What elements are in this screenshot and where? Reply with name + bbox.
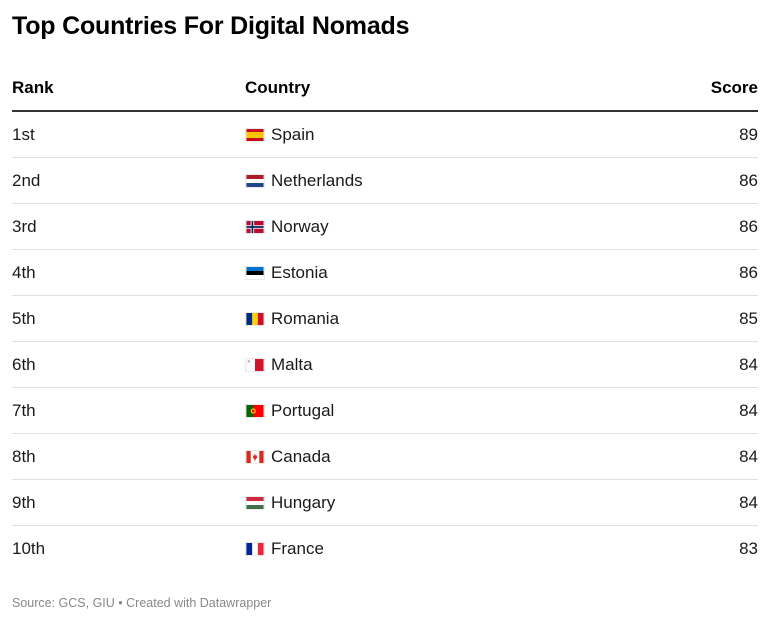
flag-portugal-icon [245,403,265,418]
table-row: 4th Estonia 86 [12,249,758,296]
country-name: Estonia [271,262,328,282]
table-row: 6th Malta 84 [12,341,758,388]
country-name: Canada [271,446,331,466]
source-footer: Source: GCS, GIU • Created with Datawrap… [12,596,272,610]
rank-cell: 1st [12,111,245,158]
flag-hungary-icon [245,495,265,510]
score-cell: 84 [611,479,758,526]
score-cell: 86 [611,203,758,250]
score-cell: 86 [611,249,758,296]
country-name: Norway [271,216,329,236]
score-cell: 84 [611,387,758,434]
country-name: Hungary [271,492,336,512]
country-cell: Norway [245,203,612,250]
score-cell: 86 [611,157,758,204]
score-cell: 84 [611,433,758,480]
country-name: Spain [271,124,315,144]
ranking-table: Rank Country Score 1st Spain 89 2nd Netherla… [12,66,758,571]
flag-romania-icon [245,311,265,326]
table-header-row: Rank Country Score [12,66,758,112]
country-cell: Estonia [245,249,612,296]
country-name: Romania [271,308,340,328]
table-row: 1st Spain 89 [12,111,758,158]
score-cell: 83 [739,538,758,558]
country-cell: Portugal [245,387,612,434]
flag-france-icon [245,541,265,556]
column-header-country[interactable]: Country [245,66,612,112]
country-name: Malta [271,354,313,374]
flag-canada-icon [245,449,265,464]
chart-title: Top Countries For Digital Nomads [12,12,410,40]
table-row: 8th Canada 84 [12,433,758,480]
score-cell: 84 [611,341,758,388]
score-cell: 89 [611,111,758,158]
country-cell: Romania [245,295,612,342]
country-cell: Malta [245,341,612,388]
flag-estonia-icon [245,265,265,280]
country-name: Netherlands [271,170,363,190]
table-row: 7th Portugal 84 [12,387,758,434]
country-cell: Netherlands [245,157,612,204]
table-row: 3rd Norway 86 [12,203,758,250]
country-cell: France [245,526,611,572]
rank-cell: 7th [12,387,245,434]
rank-cell: 6th [12,341,245,388]
column-header-rank[interactable]: Rank [12,66,245,112]
flag-malta-icon [245,357,265,372]
rank-cell: 3rd [12,203,245,250]
rank-cell: 4th [12,249,245,296]
table-row: 2nd Netherlands 86 [12,157,758,204]
rank-cell: 9th [12,479,245,526]
country-cell: Canada [245,433,612,480]
column-header-score[interactable]: Score [611,66,758,112]
flag-spain-icon [245,127,265,142]
rank-cell: 5th [12,295,245,342]
rank-cell: 2nd [12,157,245,204]
table-row: 5th Romania 85 [12,295,758,342]
rank-cell: 10th [12,538,46,558]
score-cell: 85 [611,295,758,342]
flag-netherlands-icon [245,173,265,188]
country-name: France [271,538,324,558]
table-row: 9th Hungary 84 [12,479,758,526]
rank-cell: 8th [12,433,245,480]
flag-norway-icon [245,219,265,234]
country-cell: Hungary [245,479,612,526]
table-row: 10th France 83 [12,526,758,572]
country-name: Portugal [271,400,335,420]
country-cell: Spain [245,111,612,158]
